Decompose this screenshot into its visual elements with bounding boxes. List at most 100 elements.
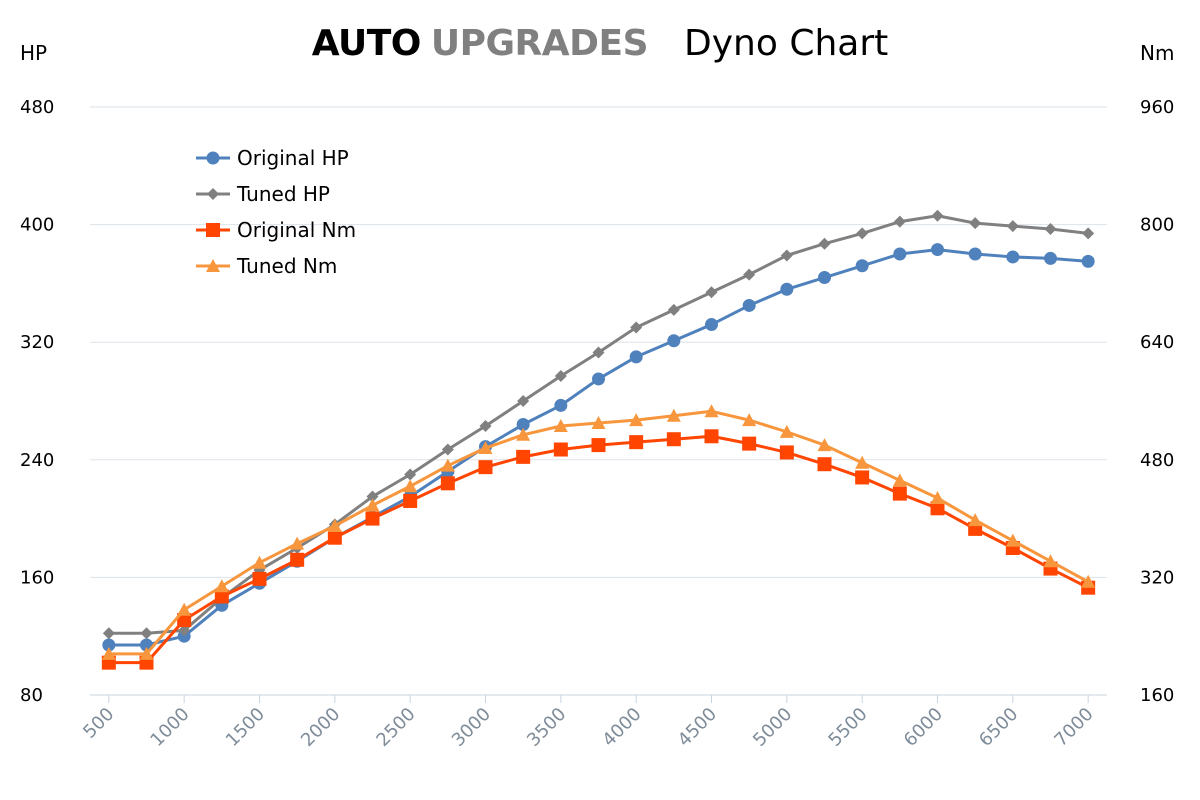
x-tick-label: 7000 [1050,704,1097,751]
data-point-original-nm [817,457,832,472]
data-point-original-hp [855,259,869,273]
data-point-original-nm [629,435,644,450]
data-point-original-nm [440,476,455,491]
left-tick-label: 400 [20,215,54,236]
right-tick-label: 320 [1140,567,1174,588]
brand-upgrades: UPGRADES [430,23,649,64]
series-line-original-nm [108,434,1089,665]
x-tick-label: 4000 [598,704,645,751]
data-point-original-nm [704,429,719,444]
data-point-tuned-nm [666,408,681,422]
data-point-tuned-nm [440,458,455,472]
data-point-original-hp [818,271,831,285]
data-point-original-hp [102,638,116,652]
legend-label: Tuned HP [236,182,330,206]
data-point-tuned-hp [140,627,153,640]
x-tick-label: 6500 [975,704,1022,751]
right-axis-unit: Nm [1140,41,1174,65]
data-point-original-nm [516,449,531,464]
data-point-tuned-nm [365,498,380,512]
data-point-tuned-nm [591,416,606,430]
data-point-tuned-hp [554,370,567,383]
data-point-tuned-hp [441,443,454,456]
x-tick-label: 1000 [146,704,193,751]
legend-label: Original HP [237,146,349,170]
legend-marker [207,188,219,200]
x-axis: 500 1000 1500 2000 2500 3000 3500 4000 4500 5000 5… [79,694,1107,751]
data-point-tuned-hp [705,286,718,299]
data-point-tuned-nm [252,555,267,569]
data-point-tuned-hp [592,346,605,359]
right-axis: 160 320 480 640 800 960 [1140,97,1174,706]
data-point-tuned-hp [1006,220,1019,233]
data-point-original-hp [516,418,530,432]
data-point-original-nm [855,470,870,485]
x-tick-label: 500 [79,704,118,743]
data-point-tuned-hp [366,490,379,503]
data-point-tuned-nm [101,646,116,660]
legend: Original HP Tuned HP Original Nm Tuned Nm [196,146,356,278]
data-point-tuned-nm [214,579,229,593]
data-point-tuned-hp [893,215,906,228]
data-point-tuned-nm [516,427,531,441]
legend-item-tuned-hp: Tuned HP [196,182,330,206]
legend-marker [206,223,220,237]
x-tick-label: 3500 [523,704,570,751]
right-tick-label: 160 [1140,685,1174,706]
data-point-original-nm [252,571,267,586]
data-point-original-hp [968,247,982,261]
data-point-tuned-nm [177,602,192,616]
data-point-tuned-hp [969,217,982,230]
gridlines [90,106,1107,578]
left-tick-label: 240 [20,450,54,471]
data-point-tuned-hp [630,321,643,334]
x-tick-label: 1500 [222,704,269,751]
x-tick-label: 5500 [824,704,871,751]
left-axis: 80 160 240 320 400 480 [20,97,54,706]
legend-item-original-hp: Original HP [196,146,349,170]
data-point-tuned-nm [930,491,945,505]
legend-item-tuned-nm: Tuned Nm [196,254,337,278]
x-tick-label: 4500 [674,704,721,751]
data-point-tuned-nm [968,513,983,527]
data-point-tuned-hp [1082,227,1095,240]
data-point-tuned-hp [102,627,115,640]
data-point-original-nm [478,460,493,475]
data-point-original-nm [327,530,342,545]
data-point-tuned-nm [403,479,418,493]
data-point-tuned-hp [479,419,492,432]
x-tick-label: 2500 [372,704,419,751]
data-point-original-hp [1081,254,1095,268]
data-point-tuned-nm [478,441,493,455]
data-point-tuned-hp [780,249,793,262]
data-point-tuned-nm [742,413,757,427]
data-point-tuned-hp [818,237,831,250]
x-tick-label: 3000 [448,704,495,751]
data-point-tuned-nm [290,536,305,550]
data-point-tuned-hp [743,268,756,281]
data-point-tuned-hp [517,395,530,407]
data-point-original-hp [780,282,794,296]
right-tick-label: 960 [1140,97,1174,118]
data-point-tuned-hp [1044,223,1057,236]
legend-marker [206,259,220,272]
data-point-original-hp [592,372,605,386]
chart-header: AUTO UPGRADES Dyno Chart [0,22,1200,64]
data-point-original-hp [742,298,756,312]
data-point-original-nm [666,432,681,447]
data-point-tuned-nm [553,418,568,432]
brand-auto: AUTO [311,23,422,64]
data-point-original-hp [554,398,568,412]
data-point-original-nm [290,552,305,567]
data-point-tuned-nm [1081,574,1096,588]
data-point-original-nm [403,493,418,508]
data-point-original-nm [365,511,380,526]
legend-marker [206,151,220,165]
chart-title: Dyno Chart [684,23,889,64]
data-point-original-nm [177,613,192,628]
data-point-tuned-nm [704,404,719,418]
data-point-original-hp [629,350,643,364]
data-point-tuned-nm [892,473,907,487]
data-point-original-nm [591,438,606,453]
